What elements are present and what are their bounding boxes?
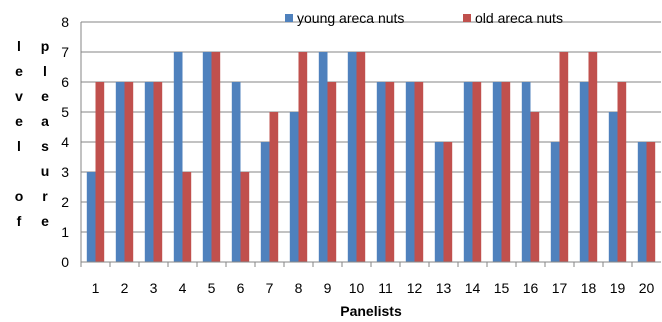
bar-young-areca-nuts-10	[347, 52, 357, 262]
bar-young-areca-nuts-7	[260, 142, 270, 262]
y-tick-label: 3	[61, 164, 69, 180]
x-tick-label: 6	[237, 280, 245, 296]
bar-young-areca-nuts-5	[202, 52, 212, 262]
x-tick-label: 4	[179, 280, 187, 296]
y-axis-title-char: p	[41, 38, 50, 54]
bar-young-areca-nuts-4	[173, 52, 183, 262]
bar-young-areca-nuts-2	[115, 82, 125, 262]
x-tick-label: 15	[494, 280, 510, 296]
y-tick-labels: 0 1 2 3 4 5 6 7 8	[61, 14, 69, 270]
y-tick-label: 4	[61, 134, 69, 150]
x-tick-label: 9	[324, 280, 332, 296]
bar-old-areca-nuts-3	[153, 82, 163, 262]
x-tick-label: 16	[523, 280, 539, 296]
y-axis-title-char: e	[15, 63, 23, 79]
bar-old-areca-nuts-6	[240, 172, 250, 262]
y-axis-title-char: s	[41, 138, 49, 154]
x-tick-label: 2	[121, 280, 129, 296]
y-tick-label: 2	[61, 194, 69, 210]
bar-old-areca-nuts-17	[559, 52, 569, 262]
bar-young-areca-nuts-14	[463, 82, 473, 262]
y-tick-label: 7	[61, 44, 69, 60]
x-tick-label: 17	[552, 280, 568, 296]
bar-young-areca-nuts-6	[231, 82, 241, 262]
y-tick-label: 8	[61, 14, 69, 30]
x-tick-label: 18	[581, 280, 597, 296]
x-tick-label: 10	[349, 280, 365, 296]
bar-old-areca-nuts-19	[617, 82, 627, 262]
bar-young-areca-nuts-3	[144, 82, 154, 262]
x-tick-label: 1	[92, 280, 100, 296]
bar-young-areca-nuts-19	[608, 112, 618, 262]
x-tick-labels: 1 2 3 4 5 6 7 8 9 10 11 12 13 14 15 16 17 18 19 20	[92, 280, 655, 296]
legend: young areca nuts old areca nuts	[285, 10, 563, 26]
bar-old-areca-nuts-2	[124, 82, 134, 262]
y-axis-title-char: l	[17, 38, 21, 54]
x-tick-label: 7	[266, 280, 274, 296]
bar-old-areca-nuts-16	[530, 112, 540, 262]
y-tick-label: 5	[61, 104, 69, 120]
bar-young-areca-nuts-11	[376, 82, 386, 262]
y-axis-title-char: r	[42, 188, 48, 204]
y-axis-title-char: v	[15, 88, 23, 104]
bar-old-areca-nuts-10	[356, 52, 366, 262]
x-tick-label: 3	[150, 280, 158, 296]
bar-old-areca-nuts-1	[95, 82, 105, 262]
x-axis-title: Panelists	[340, 303, 402, 319]
bar-old-areca-nuts-18	[588, 52, 598, 262]
y-axis-title-char: l	[17, 138, 21, 154]
legend-swatch	[463, 14, 471, 22]
y-axis-title-char: a	[41, 113, 49, 129]
bar-old-areca-nuts-11	[385, 82, 395, 262]
bar-young-areca-nuts-17	[550, 142, 560, 262]
legend-label: old areca nuts	[475, 10, 563, 26]
x-tick-label: 5	[208, 280, 216, 296]
bar-old-areca-nuts-20	[646, 142, 656, 262]
x-tick-label: 19	[610, 280, 626, 296]
bar-young-areca-nuts-16	[521, 82, 531, 262]
bar-old-areca-nuts-7	[269, 112, 279, 262]
bar-young-areca-nuts-9	[318, 52, 328, 262]
x-tick-label: 12	[407, 280, 423, 296]
y-axis-title-char: l	[43, 63, 47, 79]
y-axis-title-char: o	[15, 188, 24, 204]
y-tick-label: 6	[61, 74, 69, 90]
y-axis-title-char: u	[41, 163, 50, 179]
y-tick-label: 1	[61, 224, 69, 240]
y-axis-title-char: e	[41, 213, 49, 229]
x-tick-label: 13	[436, 280, 452, 296]
bar-old-areca-nuts-12	[414, 82, 424, 262]
bar-young-areca-nuts-15	[492, 82, 502, 262]
y-axis-title-char: e	[15, 113, 23, 129]
bar-old-areca-nuts-15	[501, 82, 511, 262]
bars	[86, 52, 656, 262]
axes	[80, 22, 661, 267]
bar-old-areca-nuts-9	[327, 82, 337, 262]
bar-young-areca-nuts-12	[405, 82, 415, 262]
y-axis-title-char: e	[41, 88, 49, 104]
bar-young-areca-nuts-8	[289, 112, 299, 262]
bar-old-areca-nuts-14	[472, 82, 482, 262]
bar-young-areca-nuts-1	[86, 172, 96, 262]
bar-young-areca-nuts-18	[579, 82, 589, 262]
legend-swatch	[285, 14, 293, 22]
x-tick-label: 8	[295, 280, 303, 296]
bar-young-areca-nuts-20	[637, 142, 647, 262]
x-tick-label: 14	[465, 280, 481, 296]
x-tick-label: 20	[639, 280, 655, 296]
y-tick-label: 0	[61, 254, 69, 270]
legend-label: young areca nuts	[297, 10, 404, 26]
bar-old-areca-nuts-5	[211, 52, 221, 262]
bar-old-areca-nuts-4	[182, 172, 192, 262]
gridlines	[81, 21, 661, 233]
bar-old-areca-nuts-13	[443, 142, 453, 262]
bar-old-areca-nuts-8	[298, 52, 308, 262]
bar-young-areca-nuts-13	[434, 142, 444, 262]
y-axis-title-char: f	[17, 213, 22, 229]
x-tick-label: 11	[378, 280, 393, 296]
